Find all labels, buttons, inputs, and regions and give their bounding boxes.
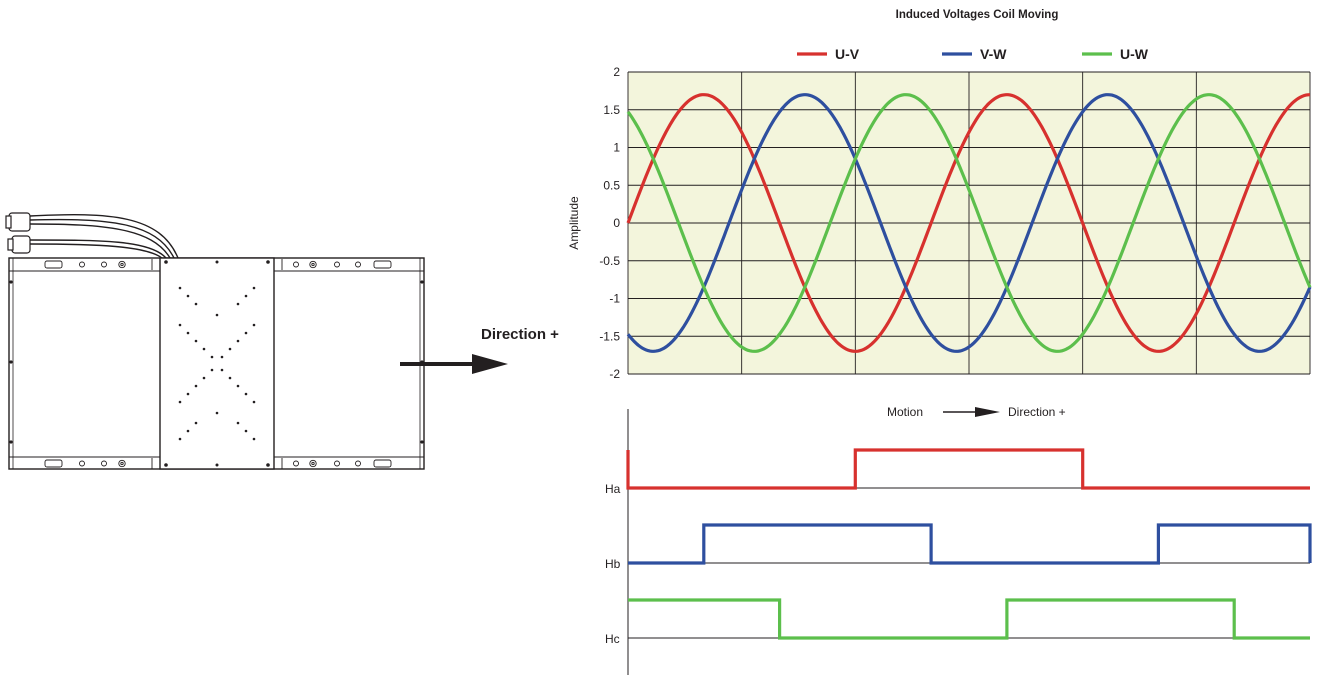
rail-mounting-holes-bottom (44, 458, 392, 469)
y-axis-ticks: 2 1.5 1 0.5 0 -0.5 -1 -1.5 -2 (599, 65, 620, 381)
rail-mounting-holes-top (44, 259, 392, 270)
hall-label: Ha (605, 482, 621, 496)
hall-signal-hb (628, 523, 1312, 565)
series-line-u-w (626, 93, 1312, 353)
y-tick-label: -0.5 (599, 254, 620, 268)
hall-sensor-signals: Ha Hb Hc (605, 448, 1312, 646)
coil-plate-hole-pattern (164, 260, 270, 467)
chart-legend: U-V V-W U-W (797, 46, 1149, 62)
y-tick-label: 1 (613, 141, 620, 155)
y-tick-label: 0.5 (603, 178, 620, 192)
hall-label: Hb (605, 557, 621, 571)
series-line-v-w (626, 93, 1312, 353)
y-axis-label: Amplitude (567, 196, 581, 250)
direction-label: Direction + (481, 326, 559, 343)
y-tick-label: 0 (613, 216, 620, 230)
y-tick-label: 2 (613, 65, 620, 79)
legend-label: U-V (835, 46, 860, 62)
hall-signal-hc (628, 598, 1310, 640)
direction-arrow-icon (400, 354, 508, 374)
motion-arrow-icon (943, 407, 1000, 417)
linear-motor-drawing (5, 212, 425, 470)
chart-series (626, 93, 1312, 353)
motor-cables-icon (29, 214, 179, 259)
motion-direction-label: Direction + (1008, 405, 1066, 419)
hall-signal-ha (626, 448, 1310, 490)
y-tick-label: 1.5 (603, 103, 620, 117)
hall-label: Hc (605, 632, 620, 646)
y-tick-label: -2 (609, 367, 620, 381)
series-line-u-v (626, 93, 1311, 353)
legend-label: V-W (980, 46, 1007, 62)
coil-forcer-plate (159, 257, 275, 470)
y-tick-label: -1 (609, 292, 620, 306)
plot-grid (627, 71, 1311, 375)
motion-label: Motion (887, 405, 923, 419)
chart-title: Induced Voltages Coil Moving (896, 9, 1059, 21)
y-tick-label: -1.5 (599, 329, 620, 343)
legend-label: U-W (1120, 46, 1149, 62)
cable-connector-icon (5, 212, 31, 254)
